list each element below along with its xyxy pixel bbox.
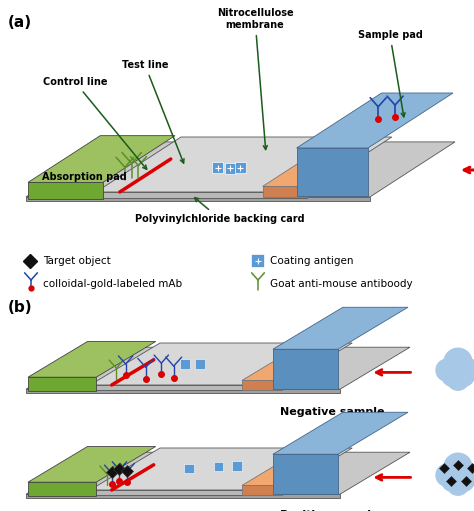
Text: Goat anti-mouse antiboody: Goat anti-mouse antiboody: [270, 279, 413, 289]
Polygon shape: [96, 192, 307, 198]
Text: colloidal-gold-labeled mAb: colloidal-gold-labeled mAb: [43, 279, 182, 289]
Polygon shape: [273, 412, 408, 454]
Polygon shape: [263, 140, 379, 187]
Polygon shape: [242, 381, 282, 389]
Circle shape: [444, 348, 472, 376]
Text: Sample pad: Sample pad: [357, 30, 422, 117]
Polygon shape: [90, 343, 352, 385]
Circle shape: [442, 471, 462, 491]
Polygon shape: [28, 377, 96, 391]
Polygon shape: [28, 341, 155, 377]
Polygon shape: [90, 490, 282, 495]
Text: Coating antigen: Coating antigen: [270, 256, 354, 266]
Circle shape: [447, 368, 469, 390]
FancyBboxPatch shape: [214, 462, 223, 471]
Circle shape: [454, 366, 474, 386]
Polygon shape: [26, 197, 370, 201]
FancyBboxPatch shape: [235, 162, 246, 173]
Circle shape: [447, 473, 469, 495]
FancyBboxPatch shape: [232, 461, 242, 471]
Circle shape: [458, 359, 474, 381]
FancyBboxPatch shape: [184, 463, 193, 473]
Polygon shape: [26, 389, 340, 393]
Polygon shape: [242, 450, 342, 485]
Text: Target object: Target object: [43, 256, 111, 266]
Polygon shape: [273, 454, 338, 494]
FancyBboxPatch shape: [180, 359, 190, 368]
Polygon shape: [28, 182, 103, 199]
Circle shape: [436, 359, 458, 381]
Text: (a): (a): [8, 15, 32, 30]
Polygon shape: [273, 349, 338, 388]
Polygon shape: [28, 447, 155, 482]
FancyBboxPatch shape: [195, 359, 205, 369]
Polygon shape: [90, 448, 352, 490]
Circle shape: [436, 464, 458, 486]
FancyBboxPatch shape: [252, 254, 264, 267]
Text: Polyvinylchloride backing card: Polyvinylchloride backing card: [135, 198, 305, 224]
Polygon shape: [242, 345, 342, 381]
FancyBboxPatch shape: [212, 162, 223, 173]
Text: Nitrocellulose
membrane: Nitrocellulose membrane: [217, 8, 293, 150]
Polygon shape: [28, 482, 96, 496]
Text: Positive sample: Positive sample: [280, 510, 379, 511]
Polygon shape: [28, 135, 175, 182]
Text: Negative sample: Negative sample: [280, 407, 384, 417]
Polygon shape: [96, 137, 392, 192]
Text: Absorption pad: Absorption pad: [42, 172, 127, 181]
Circle shape: [442, 366, 462, 386]
Text: (b): (b): [8, 300, 33, 315]
Polygon shape: [90, 385, 282, 390]
Text: Control line: Control line: [43, 77, 146, 169]
Polygon shape: [26, 142, 455, 197]
Circle shape: [454, 471, 474, 491]
Polygon shape: [273, 307, 408, 349]
Text: Test line: Test line: [122, 60, 184, 163]
Polygon shape: [26, 347, 410, 389]
Polygon shape: [297, 148, 368, 196]
Polygon shape: [263, 187, 307, 197]
Polygon shape: [26, 452, 410, 494]
Polygon shape: [242, 485, 282, 495]
Circle shape: [444, 453, 472, 481]
Polygon shape: [26, 494, 340, 498]
Polygon shape: [297, 93, 453, 148]
Circle shape: [458, 464, 474, 486]
FancyBboxPatch shape: [225, 162, 236, 174]
